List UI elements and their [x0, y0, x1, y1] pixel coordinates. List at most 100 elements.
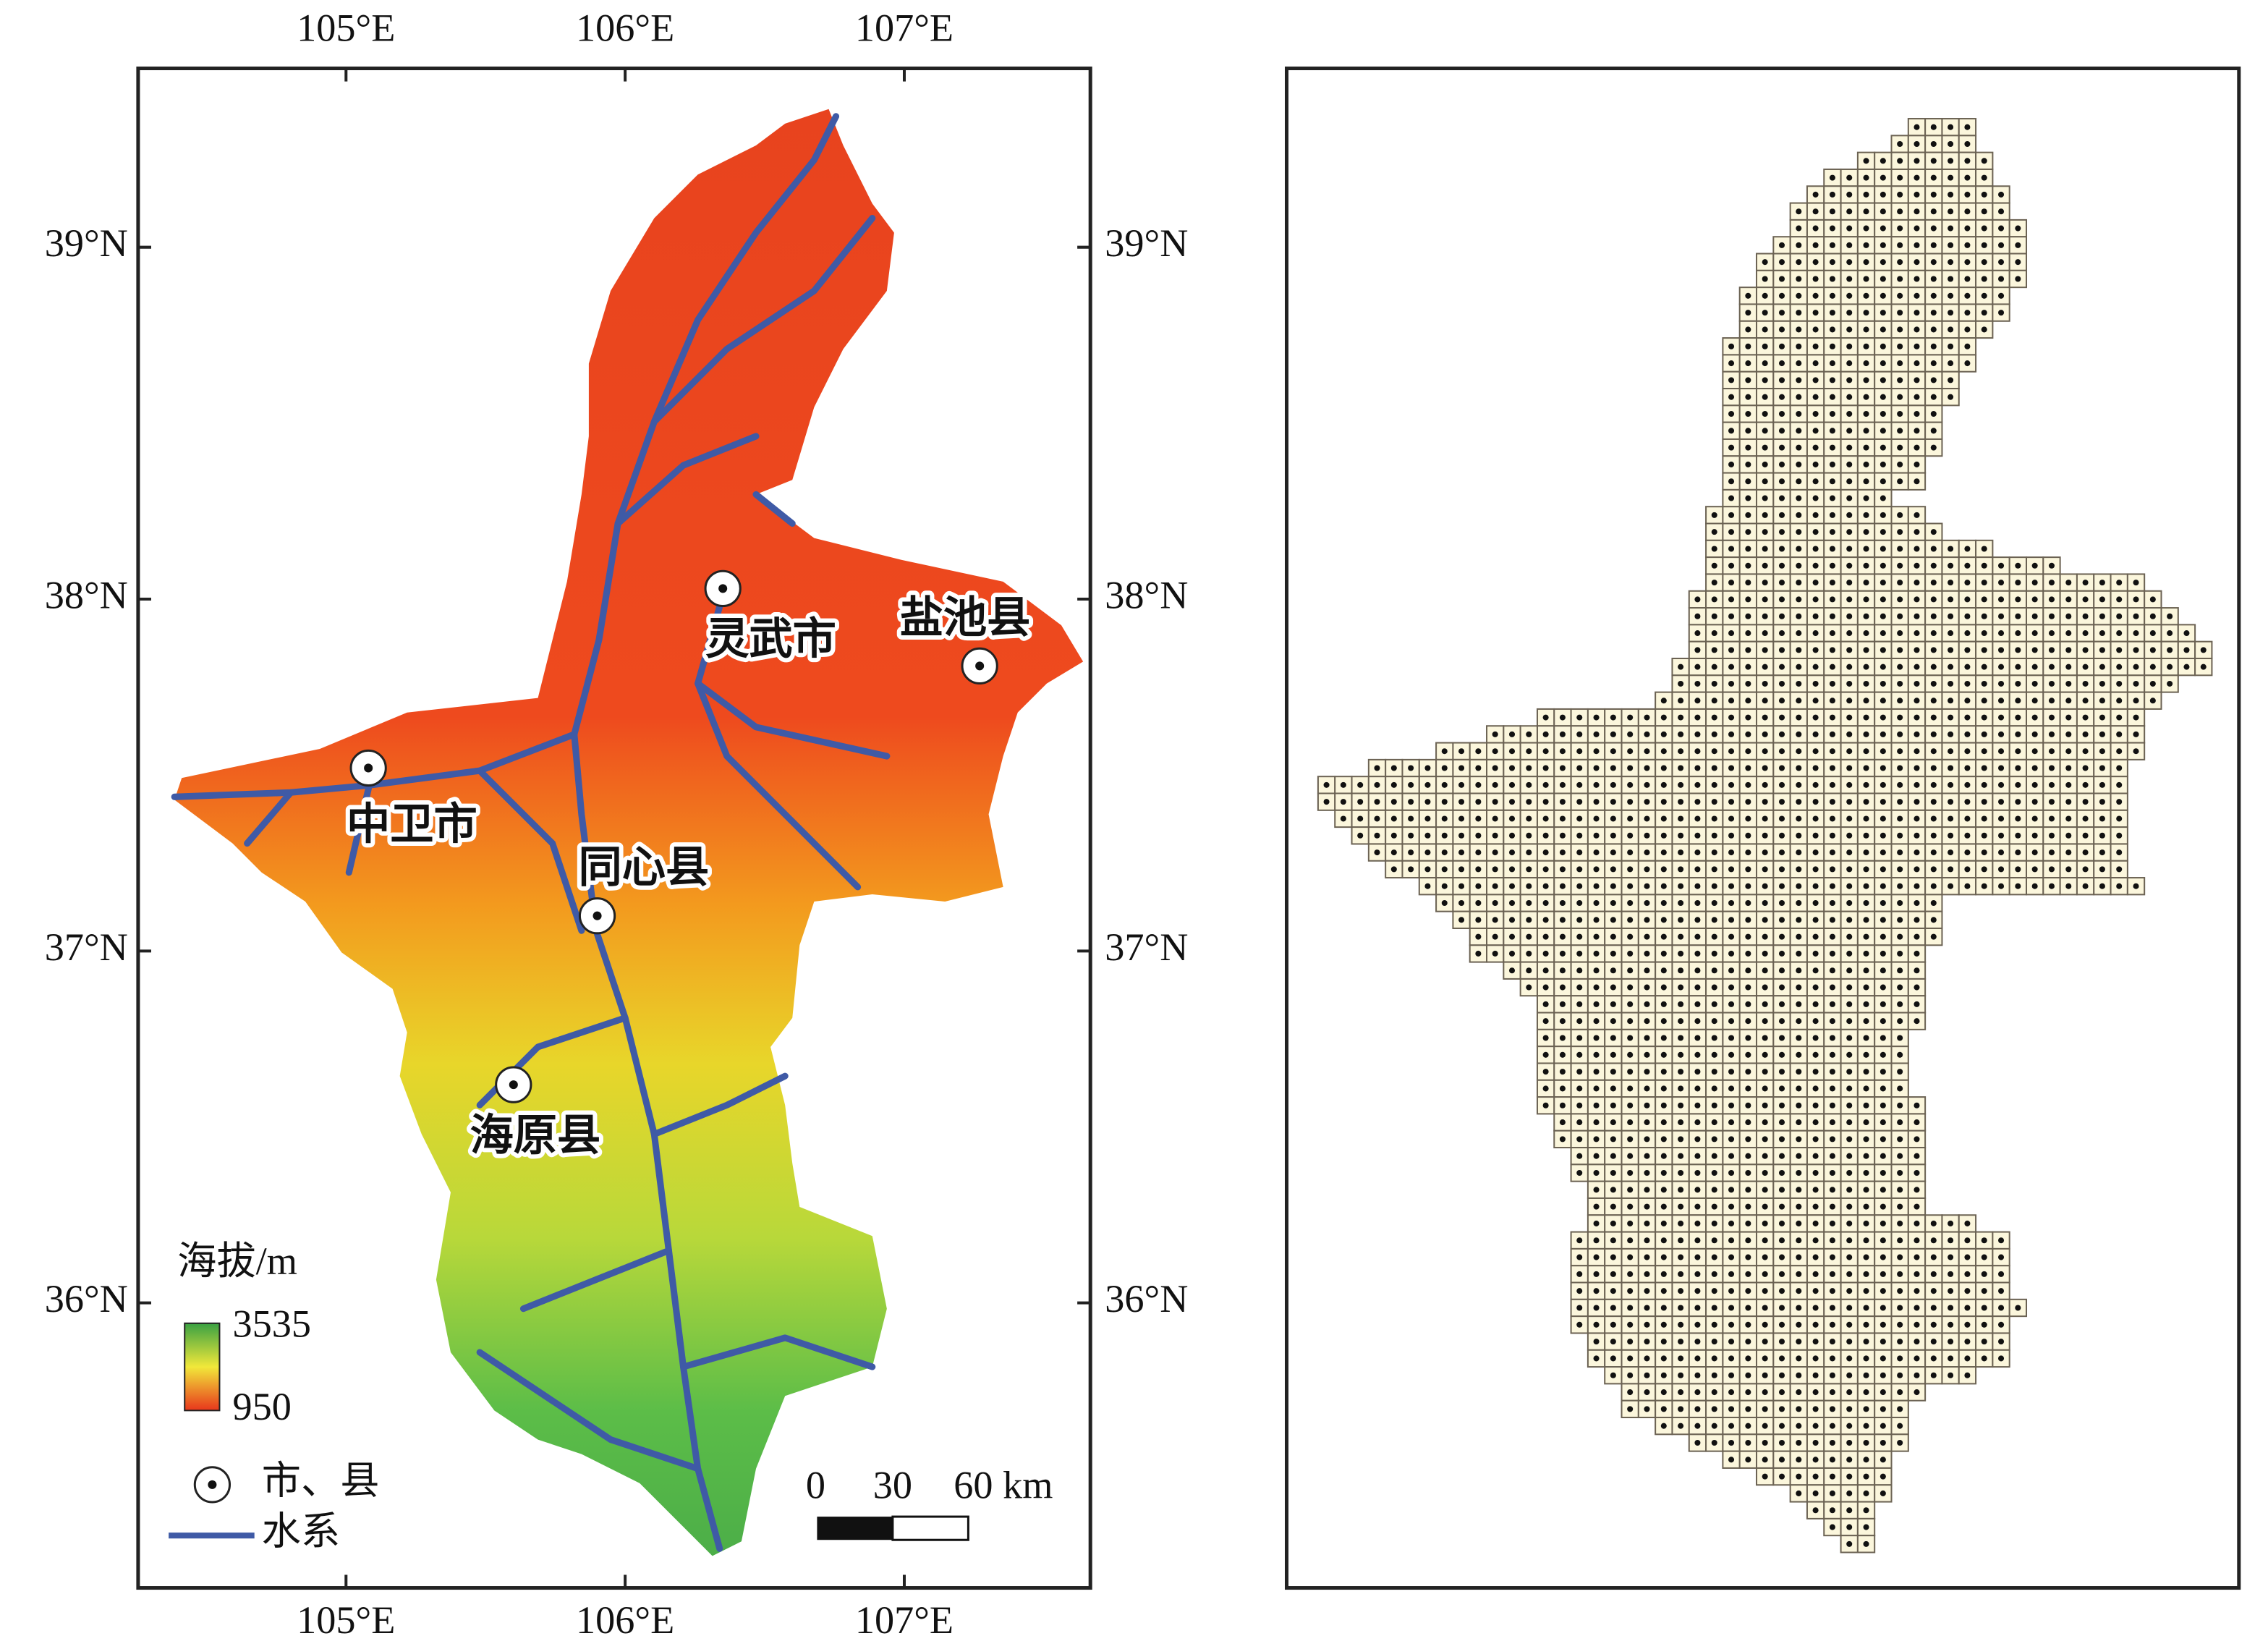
grid-dot [1914, 1339, 1920, 1345]
grid-dot [1880, 1423, 1886, 1429]
grid-dot [1762, 1169, 1768, 1177]
grid-dot [1778, 1085, 1785, 1092]
grid-dot [1964, 866, 1971, 873]
grid-dot [1644, 1220, 1650, 1226]
grid-dot [1846, 1102, 1853, 1108]
grid-dot [1981, 630, 1987, 637]
grid-dot [2200, 664, 2207, 670]
grid-dot [1627, 900, 1634, 907]
grid-dot [1796, 714, 1802, 721]
grid-dot [1728, 444, 1735, 451]
grid-dot [1492, 765, 1498, 771]
grid-dot [1694, 832, 1701, 839]
grid-dot [1880, 596, 1886, 603]
grid-dot [2200, 647, 2207, 653]
grid-dot [1897, 1136, 1903, 1143]
grid-dot [1576, 1069, 1583, 1075]
grid-dot [1930, 360, 1937, 367]
grid-dot [1897, 883, 1903, 889]
grid-dot [1660, 1018, 1667, 1025]
grid-dot [1492, 933, 1498, 940]
grid-dot [1880, 1018, 1886, 1025]
grid-dot [1846, 647, 1853, 653]
grid-dot [1441, 849, 1448, 856]
grid-dot [2065, 815, 2072, 822]
grid-dot [1508, 765, 1516, 771]
grid-dot [1930, 428, 1937, 434]
grid-dot [2048, 765, 2055, 771]
grid-dot [1728, 562, 1735, 569]
grid-dot [1644, 1187, 1650, 1193]
grid-dot [1745, 1457, 1751, 1463]
grid-dot [2015, 714, 2021, 721]
grid-dot [1863, 394, 1869, 400]
grid-dot [1678, 1153, 1684, 1159]
grid-dot [1593, 1085, 1600, 1092]
grid-dot [1441, 781, 1448, 788]
grid-dot [1981, 664, 1987, 670]
grid-dot [1880, 680, 1886, 687]
grid-dot [1728, 428, 1735, 434]
grid-dot [1424, 781, 1431, 788]
grid-dot [1745, 1288, 1751, 1294]
grid-dot [1914, 967, 1920, 974]
grid-dot [1778, 1169, 1785, 1177]
grid-dot [1610, 1203, 1616, 1210]
grid-dot [1678, 781, 1684, 788]
grid-dot [1778, 1001, 1785, 1007]
grid-dot [1745, 529, 1751, 535]
grid-dot [1390, 849, 1397, 856]
grid-dot [1880, 984, 1886, 991]
grid-dot [1593, 731, 1600, 737]
grid-dot [1914, 748, 1920, 755]
grid-dot [1880, 933, 1886, 940]
grid-dot [1998, 1305, 2005, 1311]
grid-dot [1660, 781, 1667, 788]
grid-dot [2133, 883, 2139, 889]
grid-dot [1627, 1035, 1634, 1041]
grid-dot [1593, 1187, 1600, 1193]
grid-dot [1340, 781, 1346, 788]
grid-dot [1728, 866, 1735, 873]
grid-dot [1846, 377, 1853, 383]
grid-dot [1610, 748, 1616, 755]
grid-dot [1694, 967, 1701, 974]
grid-dot [1863, 529, 1869, 535]
grid-dot [1593, 1271, 1600, 1277]
grid-dot [1745, 1389, 1751, 1396]
grid-dot [1964, 276, 1971, 282]
scale-label: 30 [873, 1463, 912, 1506]
grid-dot [1998, 580, 2005, 586]
grid-dot [1593, 900, 1600, 907]
grid-dot [2133, 580, 2139, 586]
grid-dot [1897, 680, 1903, 687]
grid-dot [1778, 1254, 1785, 1260]
grid-dot [1964, 1288, 1971, 1294]
grid-dot [1728, 714, 1735, 721]
grid-dot [2031, 815, 2038, 822]
grid-dot [1812, 410, 1819, 417]
grid-dot [1914, 1102, 1920, 1108]
grid-dot [1762, 613, 1768, 619]
grid-dot [1880, 310, 1886, 316]
grid-dot [1863, 596, 1869, 603]
grid-dot [1914, 781, 1920, 788]
grid-dot [1948, 1339, 1954, 1345]
grid-dot [1576, 1102, 1583, 1108]
grid-dot [1678, 1085, 1684, 1092]
grid-dot [1829, 748, 1835, 755]
grid-dot [1644, 1372, 1650, 1378]
grid-dot [1981, 158, 1987, 164]
grid-dot [1846, 1018, 1853, 1025]
grid-dot [1458, 832, 1465, 839]
grid-dot [1846, 664, 1853, 670]
grid-dot [2015, 664, 2021, 670]
grid-dot [1880, 1490, 1886, 1496]
grid-dot [1610, 900, 1616, 907]
grid-dot [1812, 292, 1819, 299]
grid-dot [1711, 1069, 1717, 1075]
grid-dot [1812, 512, 1819, 518]
grid-dot [1644, 1355, 1650, 1362]
grid-dot [1964, 883, 1971, 889]
grid-dot [1998, 815, 2005, 822]
